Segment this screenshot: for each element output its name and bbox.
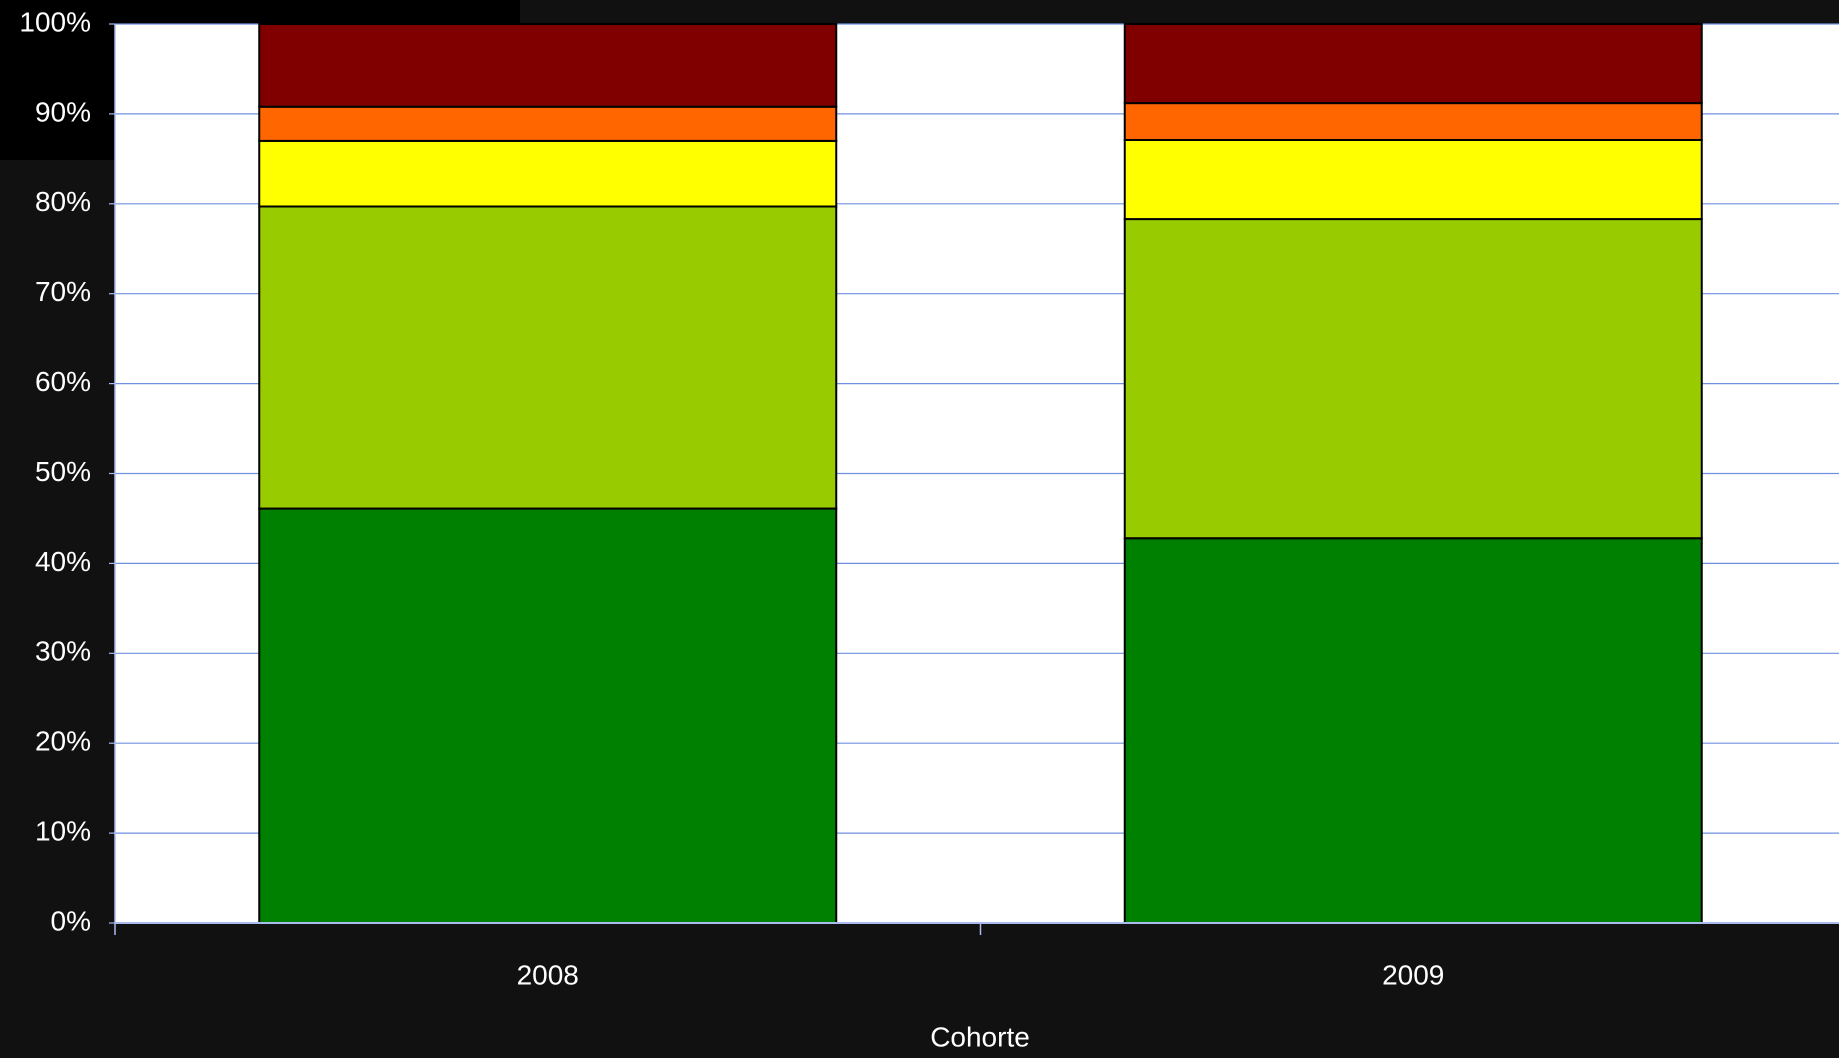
y-tick-label: 80%	[35, 186, 91, 217]
y-tick-label: 100%	[19, 6, 91, 37]
bar-segment	[1123, 537, 1703, 925]
bar-segment	[258, 139, 838, 208]
x-axis-title: Cohorte	[930, 1021, 1030, 1052]
y-tick-label: 40%	[35, 546, 91, 577]
x-tick-label: 2009	[1382, 959, 1444, 990]
bar-segment	[1123, 23, 1703, 105]
bar-segment	[1123, 218, 1703, 540]
x-tick-label: 2008	[517, 959, 579, 990]
bar-segment	[258, 205, 838, 510]
y-tick-label: 50%	[35, 456, 91, 487]
y-tick-label: 30%	[35, 636, 91, 667]
bar-segment	[258, 507, 838, 924]
bar-segment	[258, 23, 838, 108]
bar-segment	[1123, 138, 1703, 221]
y-tick-label: 90%	[35, 96, 91, 127]
bar-segment	[1123, 102, 1703, 141]
y-tick-label: 20%	[35, 726, 91, 757]
bar-segment	[258, 105, 838, 142]
y-tick-label: 70%	[35, 276, 91, 307]
y-tick-label: 0%	[51, 905, 91, 936]
y-tick-label: 60%	[35, 366, 91, 397]
y-tick-label: 10%	[35, 815, 91, 846]
